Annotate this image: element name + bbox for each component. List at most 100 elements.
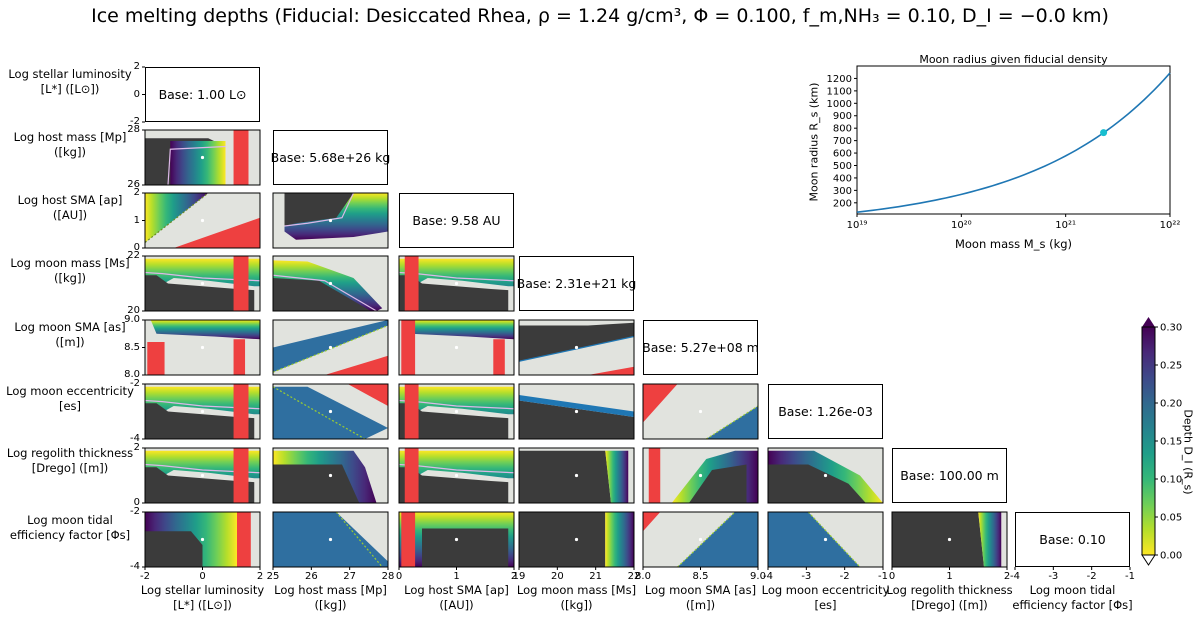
mr-x-tick-label: 10²² bbox=[1160, 220, 1181, 231]
panel-frame bbox=[518, 383, 635, 440]
fiducial-marker bbox=[328, 281, 333, 286]
col-label-1: Log host mass [Mp] ([kg]) bbox=[274, 583, 387, 612]
fiducial-marker bbox=[200, 218, 205, 223]
fiducial-marker bbox=[328, 345, 333, 350]
col-label-2: Log host SMA [ap] ([AU]) bbox=[404, 583, 509, 612]
surface-region bbox=[145, 320, 260, 375]
excluded-region bbox=[233, 384, 249, 439]
excluded-region bbox=[233, 256, 249, 311]
panel-3-0 bbox=[144, 255, 261, 312]
surface-region bbox=[273, 448, 388, 503]
panel-5-3 bbox=[518, 383, 635, 440]
surface-region bbox=[273, 256, 388, 311]
moon-radius-xlabel: Moon mass M_s (kg) bbox=[954, 237, 1073, 251]
col-label-6: Log regolith thickness [Drego] ([m]) bbox=[886, 583, 1013, 612]
surface-region bbox=[145, 512, 260, 567]
x-tick-label: -3 bbox=[801, 571, 812, 582]
too-deep-region bbox=[422, 528, 509, 567]
mr-x-tick-label: 10²¹ bbox=[1055, 220, 1076, 231]
too-deep-region bbox=[284, 193, 354, 226]
y-tick-label: 0 bbox=[133, 242, 140, 253]
panel-frame bbox=[642, 511, 759, 568]
x-tick-label: 8.0 bbox=[635, 571, 651, 582]
excluded-region bbox=[404, 448, 419, 503]
panel-frame bbox=[144, 383, 261, 440]
surface-region bbox=[145, 448, 260, 503]
x-tick-label: -2 bbox=[839, 571, 850, 582]
panel-frame bbox=[272, 255, 389, 312]
melt-band bbox=[150, 320, 260, 340]
surface-region bbox=[519, 448, 634, 503]
base-value-box-2: Base: 9.58 AU bbox=[399, 193, 514, 248]
mr-y-tick-label: 1100 bbox=[827, 86, 852, 97]
too-deep-region bbox=[145, 403, 255, 439]
y-tick-label: -2 bbox=[130, 506, 140, 517]
melt-band bbox=[284, 193, 388, 240]
too-deep-region bbox=[399, 275, 509, 311]
colorbar-tick-label: 0.15 bbox=[1160, 437, 1182, 448]
too-deep-region bbox=[519, 322, 634, 362]
fiducial-marker bbox=[947, 537, 952, 542]
panel-frame bbox=[398, 255, 515, 312]
y-tick-label: -2 bbox=[130, 378, 140, 389]
panel-frame bbox=[767, 511, 884, 568]
colorbar-frame bbox=[1141, 326, 1156, 556]
x-tick-label: 8.5 bbox=[692, 571, 709, 582]
x-tick-label: 0 bbox=[395, 571, 403, 582]
panel-frame bbox=[144, 129, 261, 186]
excluded-region bbox=[147, 342, 165, 375]
depth-contour bbox=[399, 399, 514, 410]
panel-frame bbox=[398, 383, 515, 440]
melt-band bbox=[399, 258, 514, 311]
panel-5-1 bbox=[272, 383, 389, 440]
surface-region bbox=[519, 384, 634, 439]
panel-5-0 bbox=[144, 383, 261, 440]
col-label-7: Log moon tidal efficiency factor [Φs] bbox=[1012, 583, 1133, 612]
too-deep-region bbox=[145, 275, 255, 311]
y-tick-label: 2 bbox=[133, 187, 140, 198]
x-tick-label: 2 bbox=[510, 571, 518, 582]
y-tick-label: 0 bbox=[133, 88, 140, 100]
excluded-region bbox=[648, 448, 661, 503]
excluded-region bbox=[401, 512, 416, 567]
x-tick-label: 0 bbox=[888, 571, 896, 582]
excluded-region bbox=[324, 355, 388, 375]
panel-5-2 bbox=[398, 383, 515, 440]
fiducial-marker bbox=[200, 345, 205, 350]
x-tick-label: 21 bbox=[589, 571, 603, 582]
boundary-band bbox=[519, 395, 634, 417]
x-tick-label: -1 bbox=[878, 571, 888, 582]
x-tick-label: 2 bbox=[256, 571, 264, 582]
fiducial-moon-point bbox=[1100, 129, 1108, 137]
panel-4-3 bbox=[518, 319, 635, 376]
row-label-7: Log moon tidal efficiency factor [Φs] bbox=[9, 513, 131, 542]
row-label-6: Log regolith thickness [Drego] ([m]) bbox=[6, 446, 134, 475]
too-deep-region bbox=[145, 467, 255, 503]
base-value-box-7: Base: 0.10 bbox=[1015, 512, 1130, 567]
fiducial-marker bbox=[328, 218, 333, 223]
col-label-5: Log moon eccentricity [es] bbox=[761, 583, 890, 612]
panel-frame bbox=[144, 511, 261, 568]
too-deep-region bbox=[399, 403, 509, 439]
too-deep-region bbox=[519, 450, 611, 503]
panel-7-5 bbox=[767, 511, 884, 568]
panel-7-1 bbox=[272, 511, 389, 568]
panel-3-1 bbox=[272, 255, 389, 312]
panel-4-0 bbox=[144, 319, 261, 376]
surface-region bbox=[145, 193, 260, 248]
colorbar-tick-label: 0.05 bbox=[1160, 513, 1182, 524]
colorbar-tick-label: 0.00 bbox=[1160, 551, 1182, 562]
panel-frame bbox=[144, 192, 261, 249]
excluded-region bbox=[237, 512, 251, 567]
fiducial-marker bbox=[574, 345, 579, 350]
base-value-box-5: Base: 1.26e-03 bbox=[768, 384, 883, 439]
fiducial-marker bbox=[200, 409, 205, 414]
surface-region bbox=[399, 384, 514, 439]
fiducial-marker bbox=[574, 473, 579, 478]
fiducial-marker bbox=[200, 537, 205, 542]
surface-region bbox=[399, 320, 514, 375]
excluded-region bbox=[233, 339, 246, 375]
fiducial-marker bbox=[454, 281, 459, 286]
mr-y-tick-label: 900 bbox=[833, 111, 852, 122]
panel-frame bbox=[398, 511, 515, 568]
